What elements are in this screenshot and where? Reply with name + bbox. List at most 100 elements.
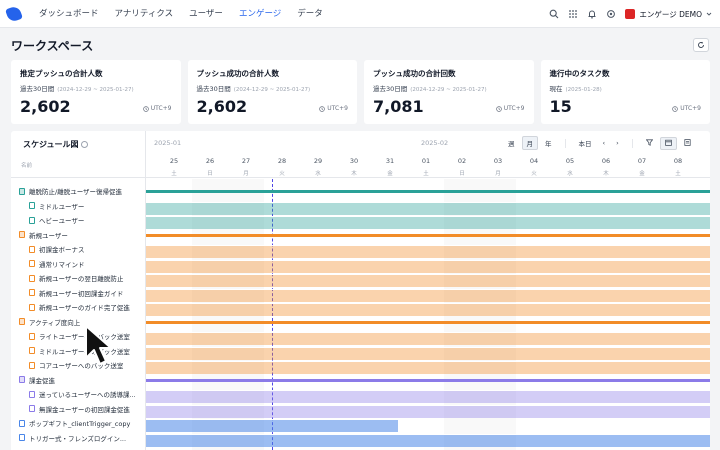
schedule-title-text: スケジュール図 — [23, 140, 79, 149]
nav-item-4[interactable]: データ — [297, 8, 323, 19]
card-value: 2,602 — [196, 97, 248, 116]
calendar-view-icon[interactable] — [659, 136, 677, 150]
task-row[interactable]: 新規ユーザー初回課金ガイド — [11, 286, 146, 300]
task-row[interactable]: 迷っているユーザーへの誘導課... — [11, 387, 146, 401]
view-week-button[interactable]: 週 — [508, 140, 515, 148]
day-weekday: 土 — [423, 171, 429, 177]
task-bar[interactable] — [146, 303, 710, 316]
nav-item-1[interactable]: アナリティクス — [114, 8, 174, 19]
task-label: トリガー式・フレンズログイン... — [29, 434, 127, 443]
task-bar[interactable] — [146, 245, 710, 258]
nav-item-2[interactable]: ユーザー — [189, 8, 223, 19]
card-value: 2,602 — [20, 97, 71, 116]
task-bar[interactable] — [146, 332, 710, 345]
group-bar[interactable] — [146, 190, 710, 193]
task-group-row[interactable]: 課金促進 — [11, 373, 146, 387]
card-timezone-text: UTC+9 — [680, 105, 701, 112]
task-row[interactable]: トリガー式・フレンズログイン... — [11, 431, 146, 445]
task-label: 離脱防止/離脱ユーザー復帰促進 — [29, 188, 123, 196]
card-period: 現在 (2025-01-28) — [550, 83, 702, 93]
gear-icon[interactable] — [606, 9, 616, 19]
task-group-row[interactable]: アクティブ度向上 — [11, 315, 146, 329]
schedule-panel: スケジュール図 名前 離脱防止/離脱ユーザー復帰促進ミドルユーザーヘビーユーザー… — [11, 131, 710, 450]
task-bar[interactable] — [146, 390, 710, 403]
document-icon — [29, 202, 35, 209]
task-bar[interactable] — [146, 433, 710, 447]
refresh-button[interactable] — [693, 38, 709, 52]
day-number: 06 — [601, 157, 611, 165]
task-group-row[interactable]: 離脱防止/離脱ユーザー復帰促進 — [11, 184, 146, 198]
nav-item-0[interactable]: ダッシュボード — [39, 8, 99, 19]
day-weekday: 金 — [387, 171, 393, 177]
task-row[interactable]: コアユーザーへのバック送室 — [11, 358, 146, 372]
day-weekday: 日 — [207, 171, 213, 177]
task-row[interactable]: 初課金ボーナス — [11, 242, 146, 256]
info-icon[interactable] — [81, 141, 89, 148]
task-bar[interactable] — [146, 216, 710, 229]
day-header: 28 火 — [264, 157, 300, 177]
task-label: アクティブ度向上 — [29, 318, 81, 327]
task-bar[interactable] — [146, 404, 710, 418]
card-period: 過去30日間 (2024-12-29 ~ 2025-01-27) — [373, 83, 525, 93]
card-period: 過去30日間 (2024-12-29 ~ 2025-01-27) — [20, 83, 172, 93]
nav-item-3[interactable]: エンゲージ — [238, 8, 282, 19]
task-bar[interactable] — [146, 346, 710, 360]
task-label: ライトユーザーへのバック送室 — [39, 333, 130, 341]
task-row[interactable]: ヘビーユーザー — [11, 213, 146, 227]
document-icon — [29, 390, 35, 398]
folder-icon — [19, 376, 25, 383]
task-row[interactable]: ミドルユーザー — [11, 199, 146, 213]
app-logo[interactable] — [5, 4, 23, 23]
task-row[interactable]: 新規ユーザーの翌日離脱防止 — [11, 271, 146, 285]
user-menu[interactable]: エンゲージ DEMO — [625, 9, 712, 20]
day-header: 04 火 — [516, 157, 552, 177]
column-header-name: 名前 — [21, 163, 33, 169]
day-header: 27 月 — [228, 157, 264, 177]
list-view-icon[interactable] — [680, 138, 695, 149]
day-header: 07 金 — [624, 157, 660, 177]
task-label: 新規ユーザーのガイド完了促進 — [39, 304, 130, 312]
task-bar[interactable] — [146, 288, 710, 302]
group-bar[interactable] — [146, 320, 710, 324]
apps-grid-icon[interactable] — [568, 9, 578, 19]
day-number: 05 — [565, 157, 575, 165]
task-bar[interactable] — [146, 274, 710, 287]
card-period-label: 現在 — [549, 85, 563, 93]
task-bar[interactable] — [146, 259, 710, 273]
group-bar[interactable] — [146, 378, 710, 382]
search-icon[interactable] — [549, 9, 559, 19]
view-month-button[interactable]: 月 — [521, 136, 538, 150]
task-bar[interactable] — [146, 419, 398, 432]
chevron-down-icon — [706, 12, 712, 16]
task-label: 新規ユーザー — [29, 231, 68, 240]
document-icon — [29, 260, 35, 267]
header-divider — [11, 177, 146, 178]
today-button[interactable]: 本日 — [578, 140, 592, 148]
prev-icon[interactable]: ‹ — [602, 139, 606, 147]
day-number: 31 — [385, 157, 395, 165]
day-header: 05 水 — [552, 157, 588, 177]
task-row[interactable]: ポップギフト_clientTrigger_copy — [11, 416, 146, 430]
task-row[interactable]: 無課金ユーザーの初回課金促進 — [11, 402, 146, 416]
bell-icon[interactable] — [587, 9, 597, 19]
group-bar[interactable] — [146, 233, 710, 237]
document-icon — [29, 347, 35, 354]
task-row[interactable]: ミドルユーザーへのバック送室 — [11, 344, 146, 358]
day-number: 28 — [277, 157, 287, 165]
header-divider — [146, 177, 710, 178]
task-label: ミドルユーザー — [39, 202, 85, 211]
task-row[interactable]: 新規ユーザーのガイド完了促進 — [11, 300, 146, 314]
task-group-row[interactable]: 新規ユーザー — [11, 228, 146, 242]
document-icon — [29, 332, 35, 340]
day-weekday: 木 — [603, 171, 609, 177]
filter-icon[interactable] — [642, 138, 657, 149]
document-icon — [29, 289, 35, 296]
view-year-button[interactable]: 年 — [545, 140, 552, 148]
task-row[interactable]: ライトユーザーへのバック送室 — [11, 329, 146, 343]
next-icon[interactable]: › — [616, 139, 619, 147]
task-label: 課金促進 — [29, 376, 55, 385]
task-bar[interactable] — [146, 361, 710, 374]
task-row[interactable]: 通常リマインド — [11, 257, 146, 271]
day-header: 30 木 — [336, 157, 372, 177]
task-bar[interactable] — [146, 201, 710, 215]
